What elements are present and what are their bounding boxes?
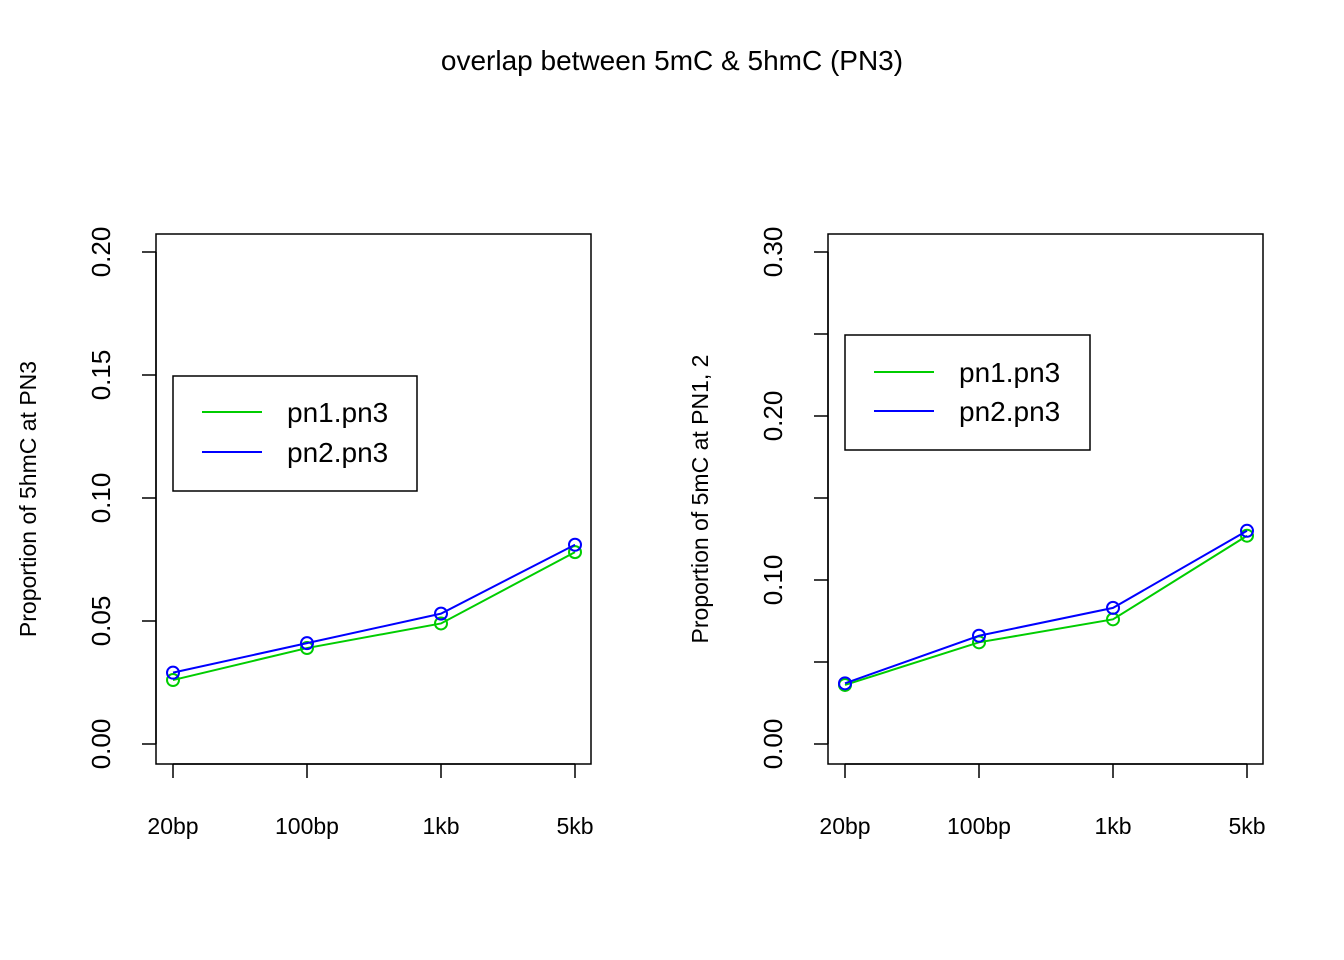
series-line [844,529,1248,685]
legend-label: pn2.pn3 [959,396,1060,427]
data-point [434,616,448,631]
series-layer [838,523,1254,692]
y-tick-label: 0.05 [86,596,116,647]
data-point [568,545,582,560]
y-tick-label: 0.10 [86,473,116,524]
chart-right-5mc: Proportion of 5mC at PN1, 2 0.00 0.10 0.20… [687,227,1266,839]
x-tick-label: 100bp [275,813,339,839]
series-pn2-pn3 [166,537,582,680]
series-pn2-pn3 [838,523,1254,691]
y-tick-label: 0.10 [758,555,788,606]
figure-title: overlap between 5mC & 5hmC (PN3) [441,45,903,76]
legend-box [844,334,1091,451]
y-axis: 0.00 0.05 0.10 0.15 0.20 [86,227,157,770]
y-axis-label: Proportion of 5hmC at PN3 [15,361,41,637]
y-axis-label: Proportion of 5mC at PN1, 2 [687,355,713,644]
legend: pn1.pn3 pn2.pn3 [172,375,418,492]
y-tick-label: 0.00 [758,719,788,770]
x-axis: 20bp 100bp 1kb 5kb [147,763,594,839]
series-line [172,543,576,674]
y-tick-label: 0.30 [758,227,788,278]
x-tick-label: 20bp [819,813,870,839]
data-point [300,636,314,651]
y-tick-label: 0.15 [86,350,116,401]
data-point [1106,600,1120,615]
data-point [568,537,582,552]
x-axis: 20bp 100bp 1kb 5kb [819,763,1266,839]
data-point [166,673,180,688]
legend-label: pn1.pn3 [959,357,1060,388]
data-point [1240,523,1254,538]
x-tick-label: 5kb [1228,813,1265,839]
series-line [844,534,1248,686]
data-point [434,606,448,621]
series-line [172,551,576,682]
data-point [166,665,180,680]
data-point [838,676,852,691]
data-point [972,628,986,643]
series-layer [166,537,582,688]
y-axis: 0.00 0.10 0.20 0.30 [758,227,829,770]
y-tick-label: 0.00 [86,719,116,770]
legend-box [172,375,418,492]
series-pn1-pn3 [838,528,1254,692]
x-tick-label: 1kb [1094,813,1131,839]
plot-box [827,233,1264,765]
legend: pn1.pn3 pn2.pn3 [844,334,1091,451]
y-tick-label: 0.20 [758,391,788,442]
x-tick-label: 20bp [147,813,198,839]
data-point [1240,528,1254,543]
chart-left-5hmc: Proportion of 5hmC at PN3 0.000.050.100.… [15,227,594,839]
legend-label: pn2.pn3 [287,437,388,468]
series-pn1-pn3 [166,545,582,688]
y-tick-label: 0.20 [86,227,116,278]
x-tick-label: 1kb [422,813,459,839]
data-point [300,641,314,656]
plot-box [155,233,592,765]
x-tick-label: 100bp [947,813,1011,839]
x-tick-label: 5kb [556,813,593,839]
legend-label: pn1.pn3 [287,397,388,428]
